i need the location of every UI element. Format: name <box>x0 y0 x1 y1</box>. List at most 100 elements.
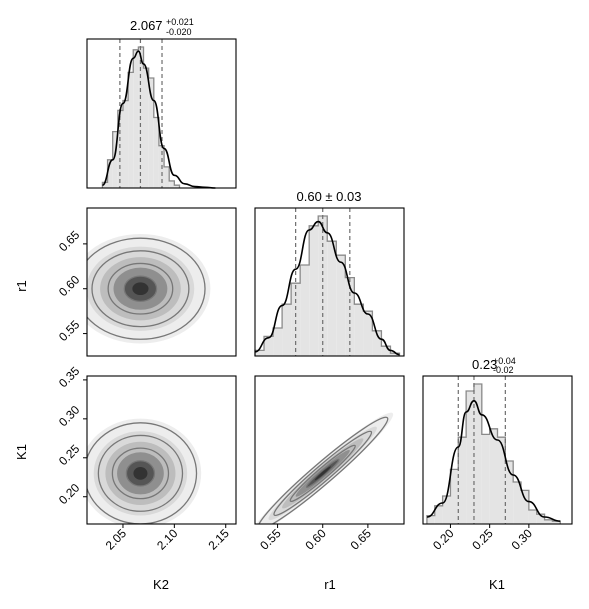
x-axis-label-K1: K1 <box>489 577 505 592</box>
contour-1 <box>97 434 184 512</box>
hist-bar-K2 <box>128 72 134 188</box>
hist-bar-K2 <box>174 185 180 188</box>
hist-bar-K1 <box>489 428 498 524</box>
y-tick-label-r1-2: 0.65 <box>56 228 83 255</box>
hist-bar-K2 <box>102 182 108 188</box>
hist-bar-r1 <box>255 350 265 356</box>
y-axis-label-K1: K1 <box>14 444 29 460</box>
x-tick-label-K1-0: 0.20 <box>430 526 457 553</box>
frame-layer <box>83 38 573 528</box>
fill-layer <box>87 47 561 524</box>
hist-bar-K1 <box>466 391 474 524</box>
contour-1 <box>91 250 190 328</box>
x-tick-label-K1-2: 0.30 <box>509 526 536 553</box>
contour-3 <box>305 458 340 489</box>
density-level-5 <box>133 467 148 480</box>
hist-bar-K1 <box>513 482 522 524</box>
kde-curve-r1 <box>254 220 400 356</box>
panel-frame-2-2 <box>422 375 573 525</box>
x-tick-label-K2-1: 2.10 <box>154 526 181 553</box>
contours-r1-vs-K2 <box>87 237 206 340</box>
hist-bar-K1 <box>552 521 561 524</box>
title-K2-lower-error: -0.020 <box>166 27 192 37</box>
x-tick-label-K1-1: 0.25 <box>469 526 496 553</box>
hist-bar-K1 <box>544 519 553 524</box>
hist-bar-K1 <box>521 490 529 524</box>
hist-step-K1 <box>426 383 561 524</box>
title-K2-upper-error: +0.021 <box>166 17 194 27</box>
y-tick-label-K1-1: 0.25 <box>56 442 83 469</box>
title-K2: 2.067 <box>130 18 163 33</box>
hist-bar-K1 <box>536 514 545 524</box>
hist-bar-r1 <box>336 255 346 356</box>
panel-frame-0-0 <box>86 38 237 189</box>
hist-bar-K2 <box>112 131 118 188</box>
y-tick-label-r1-1: 0.60 <box>56 272 83 299</box>
contour-2 <box>289 444 356 503</box>
hist-bar-K2 <box>107 159 113 188</box>
hist-bar-K2 <box>117 110 123 188</box>
title-K1-upper-error: +0.04 <box>493 356 516 366</box>
hist-bar-K1 <box>458 437 467 524</box>
hist-bar-K1 <box>505 461 514 524</box>
contour-3 <box>125 460 156 487</box>
density-level-5 <box>314 466 331 481</box>
contour-0 <box>257 416 389 524</box>
hist-bar-K2 <box>169 180 175 188</box>
hist-bar-r1 <box>381 346 391 356</box>
hist-bar-r1 <box>273 328 283 356</box>
x-tick-label-K2-2: 2.15 <box>205 526 232 553</box>
hist-bar-K2 <box>148 78 154 188</box>
hist-bar-r1 <box>291 283 301 356</box>
hist-bar-r1 <box>327 241 337 356</box>
hist-bar-K1 <box>450 469 459 524</box>
title-r1: 0.60 ± 0.03 <box>297 189 362 204</box>
panel-frame-1-0 <box>86 207 237 357</box>
hist-bar-r1 <box>282 304 292 356</box>
y-tick-label-K1-3: 0.35 <box>56 364 83 391</box>
hist-bar-r1 <box>354 304 364 356</box>
panel-frame-2-0 <box>86 375 237 525</box>
title-K1-lower-error: -0.02 <box>493 365 514 375</box>
hist-bar-r1 <box>390 353 400 356</box>
hist-bar-K1 <box>528 510 537 524</box>
density-K1-vs-r1 <box>255 412 394 524</box>
x-tick-label-K2-0: 2.05 <box>103 526 130 553</box>
contours-K1-vs-r1 <box>257 416 389 524</box>
contour-0 <box>87 237 206 340</box>
contour-2 <box>111 447 170 500</box>
contour-1 <box>273 430 373 517</box>
y-axis-label-r1: r1 <box>14 280 29 292</box>
y-tick-label-K1-2: 0.30 <box>56 403 83 430</box>
hist-bar-K1 <box>497 437 506 524</box>
y-tick-label-K1-0: 0.20 <box>56 480 83 507</box>
density-level-5 <box>132 282 149 296</box>
contour-3 <box>123 275 158 303</box>
hist-bar-r1 <box>264 336 274 356</box>
density-r1-vs-K2 <box>87 233 211 344</box>
hist-bar-K1 <box>473 384 482 524</box>
x-axis-label-K2: K2 <box>153 577 169 592</box>
x-axis-label-r1: r1 <box>324 577 336 592</box>
y-tick-label-r1-0: 0.55 <box>56 317 83 344</box>
x-tick-label-r1-1: 0.60 <box>302 526 329 553</box>
hist-bar-r1 <box>363 311 373 356</box>
x-tick-label-r1-2: 0.65 <box>348 526 375 553</box>
hist-step-r1 <box>254 215 401 356</box>
hist-bar-r1 <box>372 330 382 356</box>
contour-2 <box>107 262 174 315</box>
x-tick-label-r1-0: 0.55 <box>257 526 284 553</box>
hist-bar-r1 <box>309 225 319 356</box>
kde-curve-K2 <box>101 50 216 189</box>
hist-bar-K2 <box>153 117 159 188</box>
hist-bar-K1 <box>426 515 435 524</box>
hist-bar-K1 <box>434 505 443 524</box>
panel-frame-2-1 <box>254 375 405 525</box>
panel-frame-1-1 <box>254 207 405 357</box>
hist-bar-K1 <box>481 434 490 524</box>
hist-bar-r1 <box>300 265 310 356</box>
hist-bar-K2 <box>143 68 149 188</box>
title-K1-value: 0.23 <box>472 357 497 372</box>
hist-bar-K2 <box>122 100 129 188</box>
